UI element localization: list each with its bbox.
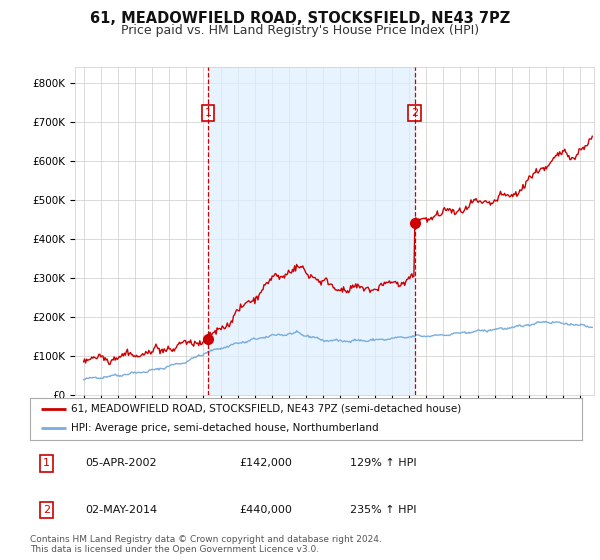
Text: 1: 1: [205, 108, 211, 118]
Text: 02-MAY-2014: 02-MAY-2014: [85, 505, 157, 515]
Bar: [208, 67, 415, 395]
Text: 129% ↑ HPI: 129% ↑ HPI: [350, 459, 417, 468]
Text: 235% ↑ HPI: 235% ↑ HPI: [350, 505, 416, 515]
Text: 2: 2: [43, 505, 50, 515]
Text: Price paid vs. HM Land Registry's House Price Index (HPI): Price paid vs. HM Land Registry's House …: [121, 24, 479, 36]
Text: £440,000: £440,000: [240, 505, 293, 515]
Text: 61, MEADOWFIELD ROAD, STOCKSFIELD, NE43 7PZ (semi-detached house): 61, MEADOWFIELD ROAD, STOCKSFIELD, NE43 …: [71, 404, 461, 414]
Text: Contains HM Land Registry data © Crown copyright and database right 2024.
This d: Contains HM Land Registry data © Crown c…: [30, 535, 382, 554]
Text: 2: 2: [411, 108, 418, 118]
Text: 61, MEADOWFIELD ROAD, STOCKSFIELD, NE43 7PZ: 61, MEADOWFIELD ROAD, STOCKSFIELD, NE43 …: [90, 11, 510, 26]
Text: 1: 1: [43, 459, 50, 468]
Text: £142,000: £142,000: [240, 459, 293, 468]
Text: HPI: Average price, semi-detached house, Northumberland: HPI: Average price, semi-detached house,…: [71, 423, 379, 433]
Text: 05-APR-2002: 05-APR-2002: [85, 459, 157, 468]
